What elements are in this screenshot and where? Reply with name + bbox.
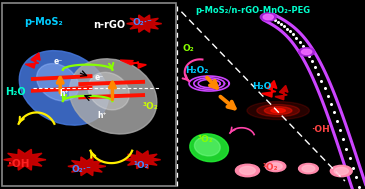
Ellipse shape [247, 102, 309, 120]
Ellipse shape [195, 137, 220, 156]
Circle shape [302, 165, 315, 172]
Ellipse shape [69, 59, 157, 134]
Text: e⁻: e⁻ [94, 73, 103, 82]
Text: p-MoS₂: p-MoS₂ [24, 17, 62, 27]
Text: ³O₂: ³O₂ [197, 135, 213, 144]
Circle shape [240, 167, 255, 174]
Polygon shape [68, 157, 106, 176]
Text: ³O₂: ³O₂ [142, 102, 158, 111]
Circle shape [265, 161, 286, 172]
Bar [2, 3, 176, 186]
Text: ·OH: ·OH [8, 159, 30, 169]
Circle shape [263, 14, 273, 20]
Circle shape [299, 163, 318, 174]
Ellipse shape [257, 104, 299, 117]
Text: e⁻: e⁻ [54, 57, 63, 66]
Circle shape [334, 167, 349, 175]
Ellipse shape [36, 64, 79, 101]
Text: n-rGO: n-rGO [93, 20, 125, 30]
Polygon shape [25, 53, 40, 68]
Circle shape [299, 48, 315, 56]
Circle shape [269, 163, 282, 170]
Circle shape [330, 165, 352, 177]
Text: H₂O₂: H₂O₂ [185, 66, 208, 75]
Text: h⁺: h⁺ [59, 89, 69, 98]
Polygon shape [127, 15, 162, 32]
Text: ¹O₂: ¹O₂ [133, 161, 149, 170]
Circle shape [260, 13, 276, 21]
Ellipse shape [264, 107, 292, 115]
Polygon shape [262, 81, 277, 97]
Circle shape [301, 49, 312, 54]
Polygon shape [4, 149, 46, 170]
Polygon shape [124, 151, 161, 169]
Ellipse shape [190, 134, 228, 162]
Text: O₂·⁻: O₂·⁻ [132, 18, 152, 27]
Text: p-MoS₂/n-rGO-MnO₂-PEG: p-MoS₂/n-rGO-MnO₂-PEG [195, 6, 310, 15]
Text: ¹O₂: ¹O₂ [262, 163, 278, 173]
Text: ·OH: ·OH [311, 125, 330, 134]
Text: O₂·⁻: O₂·⁻ [71, 165, 91, 174]
Text: O₂: O₂ [182, 44, 194, 53]
Text: h⁺: h⁺ [97, 111, 107, 120]
Ellipse shape [271, 108, 285, 113]
Circle shape [235, 164, 260, 177]
Text: H₂O: H₂O [253, 82, 272, 91]
Polygon shape [275, 85, 288, 100]
Ellipse shape [88, 72, 129, 110]
Ellipse shape [19, 51, 108, 125]
Polygon shape [120, 60, 146, 68]
Text: H₂O: H₂O [5, 88, 26, 98]
